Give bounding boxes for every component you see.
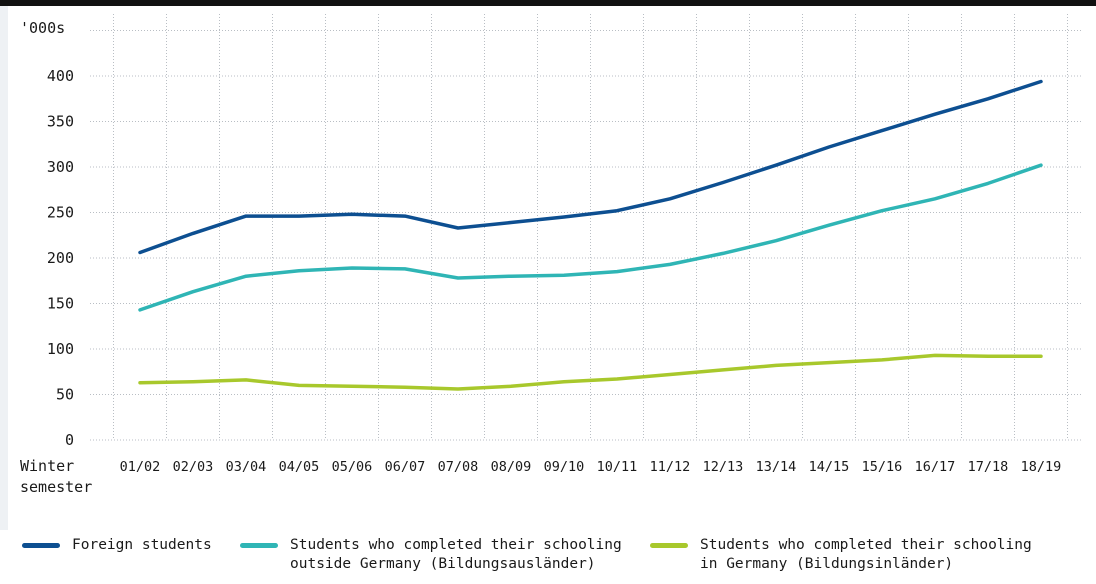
- y-tick-label: 300: [47, 158, 74, 176]
- y-tick-label: 150: [47, 295, 74, 313]
- x-axis-title: Winter semester: [20, 457, 92, 496]
- series-lines: [138, 79, 1043, 391]
- x-tick-label: 18/19: [1021, 459, 1062, 475]
- x-tick-label: 14/15: [809, 459, 850, 475]
- legend-item-bildungsauslaender: Students who completed their schooling o…: [240, 536, 622, 574]
- y-tick-label: 200: [47, 249, 74, 267]
- x-tick-label: 11/12: [650, 459, 691, 475]
- x-axis-label: Winter semester: [20, 457, 92, 496]
- legend-label: Students who completed their schooling i…: [700, 537, 1032, 572]
- gridlines: [90, 14, 1082, 441]
- top-bar: [0, 0, 1096, 6]
- legend-item-foreign: Foreign students: [22, 536, 212, 555]
- series-line-1: [138, 163, 1043, 312]
- legend-label: Students who completed their schooling o…: [290, 537, 622, 572]
- y-tick-label: 100: [47, 340, 74, 358]
- y-tick-label: 50: [56, 386, 74, 404]
- y-tick-labels: 0 50 100 150 200 250 300 350 400: [47, 67, 74, 449]
- x-tick-label: 09/10: [544, 459, 585, 475]
- x-tick-label: 15/16: [862, 459, 903, 475]
- y-tick-label: 250: [47, 204, 74, 222]
- x-tick-label: 08/09: [491, 459, 532, 475]
- series-line-0: [138, 79, 1043, 255]
- y-axis-label: '000s: [20, 19, 65, 37]
- x-tick-label: 13/14: [756, 459, 797, 475]
- x-tick-labels: 01/02 02/03 03/04 04/05 05/06 06/07 07/08 08/09…: [120, 459, 1062, 475]
- x-tick-label: 01/02: [120, 459, 161, 475]
- x-tick-label: 06/07: [385, 459, 426, 475]
- legend: Foreign students Students who completed …: [22, 536, 1082, 580]
- x-tick-label: 17/18: [968, 459, 1009, 475]
- legend-label: Foreign students: [72, 537, 212, 553]
- x-tick-label: 04/05: [279, 459, 320, 475]
- legend-item-bildungsinlaender: Students who completed their schooling i…: [650, 536, 1032, 574]
- y-tick-label: 0: [65, 431, 74, 449]
- y-tick-label: 400: [47, 67, 74, 85]
- left-strip: [0, 6, 8, 530]
- x-tick-label: 16/17: [915, 459, 956, 475]
- line-chart: '000s 0 50 100 150 200 250 300 350 400 Winter sem…: [0, 0, 1096, 530]
- x-tick-label: 03/04: [226, 459, 267, 475]
- legend-swatch: [240, 543, 278, 548]
- series-line-2: [138, 353, 1043, 391]
- x-tick-label: 02/03: [173, 459, 214, 475]
- y-tick-label: 350: [47, 113, 74, 131]
- x-tick-label: 10/11: [597, 459, 638, 475]
- legend-swatch: [22, 543, 60, 548]
- legend-swatch: [650, 543, 688, 548]
- x-tick-label: 07/08: [438, 459, 479, 475]
- x-tick-label: 05/06: [332, 459, 373, 475]
- x-tick-label: 12/13: [703, 459, 744, 475]
